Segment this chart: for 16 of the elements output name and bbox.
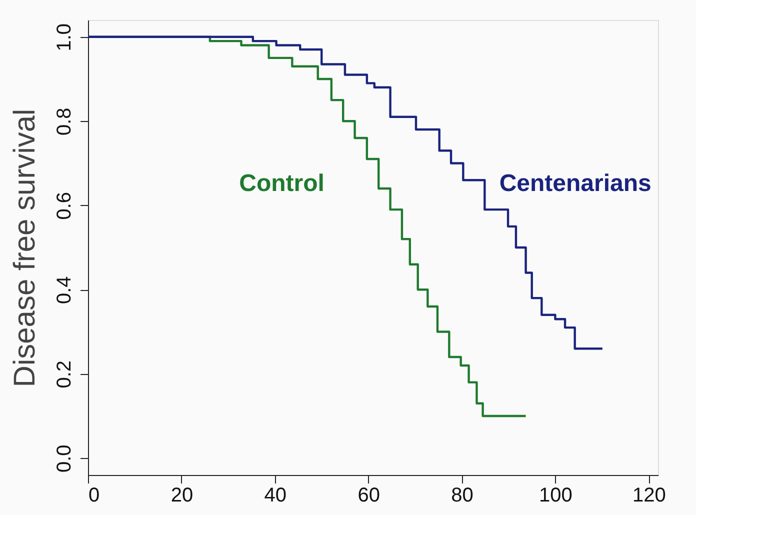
x-tick-label: 120 — [632, 484, 666, 506]
y-axis-title: Disease free survival — [8, 108, 42, 388]
x-tick-label: 0 — [88, 484, 100, 506]
x-tick-label: 40 — [264, 484, 287, 506]
x-tick-label: 80 — [451, 484, 474, 506]
series-label: Control — [239, 170, 324, 197]
x-tick-label: 20 — [170, 484, 194, 506]
y-tick-label: 0.2 — [54, 360, 76, 388]
y-tick-label: 0.0 — [54, 444, 76, 473]
y-tick-label: 1.0 — [54, 23, 76, 52]
x-tick-label: 100 — [539, 484, 572, 506]
y-tick-label: 0.6 — [54, 192, 76, 220]
x-tick-label: 60 — [358, 484, 380, 506]
series-label: Centenarians — [499, 170, 652, 197]
y-tick-label: 0.8 — [54, 108, 76, 136]
y-tick-label: 0.4 — [54, 276, 76, 304]
